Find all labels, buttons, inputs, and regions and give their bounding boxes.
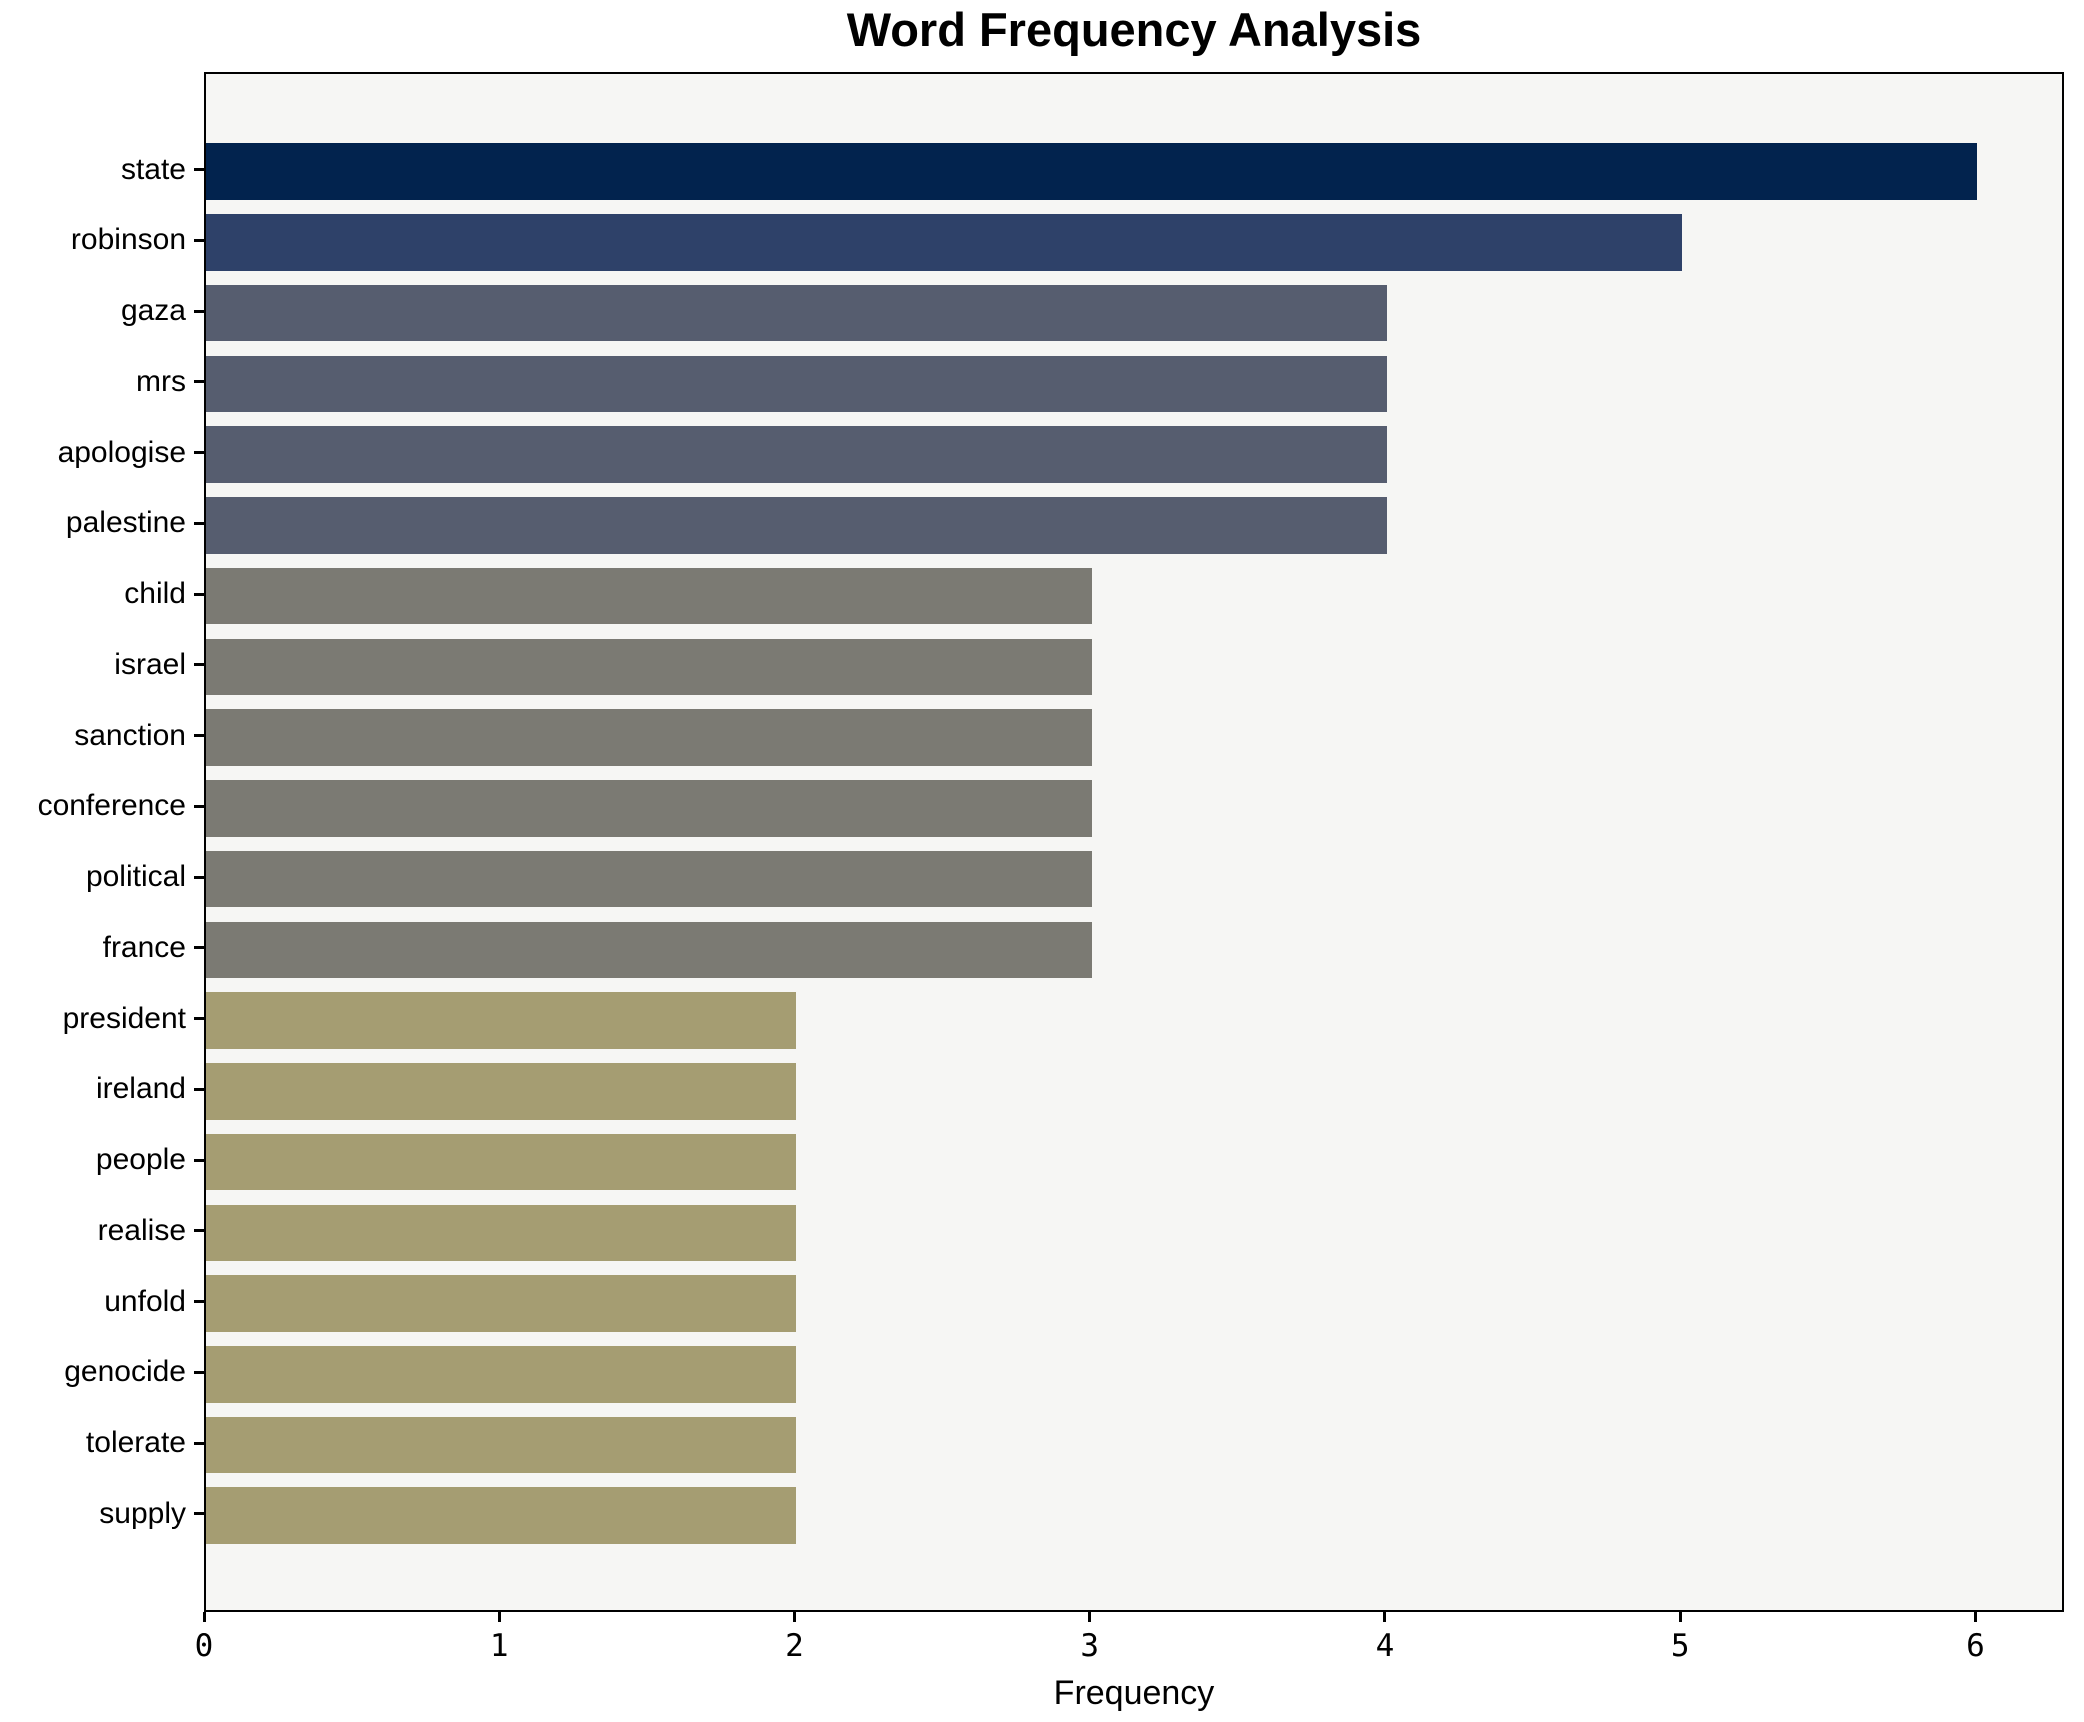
y-tick-label: sanction [74, 718, 186, 752]
bar-mrs [206, 355, 1387, 413]
x-tick-mark [1088, 1612, 1092, 1622]
bar-conference [206, 780, 1092, 837]
y-tick-mark [194, 1158, 204, 1162]
x-tick-label: 3 [1080, 1628, 1100, 1664]
y-tick-mark [194, 1370, 204, 1374]
bar-france [206, 921, 1092, 979]
y-tick-label: robinson [70, 223, 186, 257]
x-tick-label: 5 [1670, 1628, 1690, 1664]
y-tick-mark [194, 1087, 204, 1091]
y-tick-mark [194, 521, 204, 525]
bar-political [206, 850, 1092, 908]
bar-genocide [206, 1345, 797, 1403]
bar-unfold [206, 1275, 797, 1332]
y-tick-label: conference [37, 789, 186, 823]
bar-president [206, 992, 797, 1049]
x-tick-mark [497, 1612, 501, 1622]
y-tick-label: ireland [95, 1072, 186, 1106]
x-tick-mark [792, 1612, 796, 1622]
x-tick-label: 1 [489, 1628, 509, 1664]
y-tick-mark [194, 1441, 204, 1445]
y-tick-mark [194, 663, 204, 667]
y-tick-label: israel [114, 647, 186, 681]
x-tick-label: 0 [194, 1628, 214, 1664]
y-tick-label: people [95, 1143, 186, 1177]
y-tick-mark [194, 451, 204, 455]
x-tick-label: 6 [1966, 1628, 1985, 1664]
x-tick-label: 4 [1375, 1628, 1395, 1664]
y-tick-mark [194, 168, 204, 172]
bar-supply [206, 1487, 797, 1545]
x-tick-mark [1973, 1612, 1977, 1622]
y-tick-mark [194, 1229, 204, 1233]
bar-israel [206, 638, 1092, 696]
x-axis-label: Frequency [1053, 1674, 1215, 1712]
bar-gaza [206, 284, 1387, 342]
x-tick-label: 2 [785, 1628, 804, 1664]
y-tick-mark [194, 946, 204, 950]
chart-title: Word Frequency Analysis [846, 3, 1422, 56]
y-tick-mark [194, 238, 204, 242]
bar-sanction [206, 709, 1092, 766]
y-tick-mark [194, 592, 204, 596]
bar-people [206, 1133, 797, 1191]
y-tick-mark [194, 309, 204, 313]
y-tick-label: political [85, 860, 186, 894]
bar-realise [206, 1204, 797, 1262]
y-tick-mark [194, 875, 204, 879]
y-tick-label: unfold [104, 1284, 186, 1318]
y-tick-label: gaza [120, 294, 186, 328]
y-tick-mark [194, 804, 204, 808]
y-tick-label: palestine [65, 506, 186, 540]
y-tick-mark [194, 734, 204, 738]
x-tick-mark [1678, 1612, 1682, 1622]
y-tick-mark [194, 1017, 204, 1021]
y-tick-label: child [124, 577, 186, 611]
bar-apologise [206, 426, 1387, 483]
bar-palestine [206, 497, 1387, 554]
bar-child [206, 567, 1092, 625]
y-tick-label: tolerate [85, 1426, 186, 1460]
y-tick-label: president [62, 1001, 186, 1035]
bar-state [206, 143, 1978, 200]
y-tick-mark [194, 1512, 204, 1516]
y-tick-label: mrs [136, 364, 186, 398]
x-tick-mark [1383, 1612, 1387, 1622]
plot-area [204, 72, 2064, 1612]
bar-robinson [206, 214, 1683, 271]
x-tick-mark [202, 1612, 206, 1622]
y-tick-label: state [120, 152, 186, 186]
y-tick-label: genocide [64, 1355, 186, 1389]
y-tick-label: realise [97, 1213, 186, 1247]
y-tick-label: apologise [57, 435, 186, 469]
y-tick-mark [194, 1300, 204, 1304]
y-tick-label: france [102, 930, 186, 964]
y-tick-mark [194, 380, 204, 384]
bar-ireland [206, 1063, 797, 1120]
y-tick-label: supply [99, 1496, 186, 1530]
bar-tolerate [206, 1416, 797, 1474]
